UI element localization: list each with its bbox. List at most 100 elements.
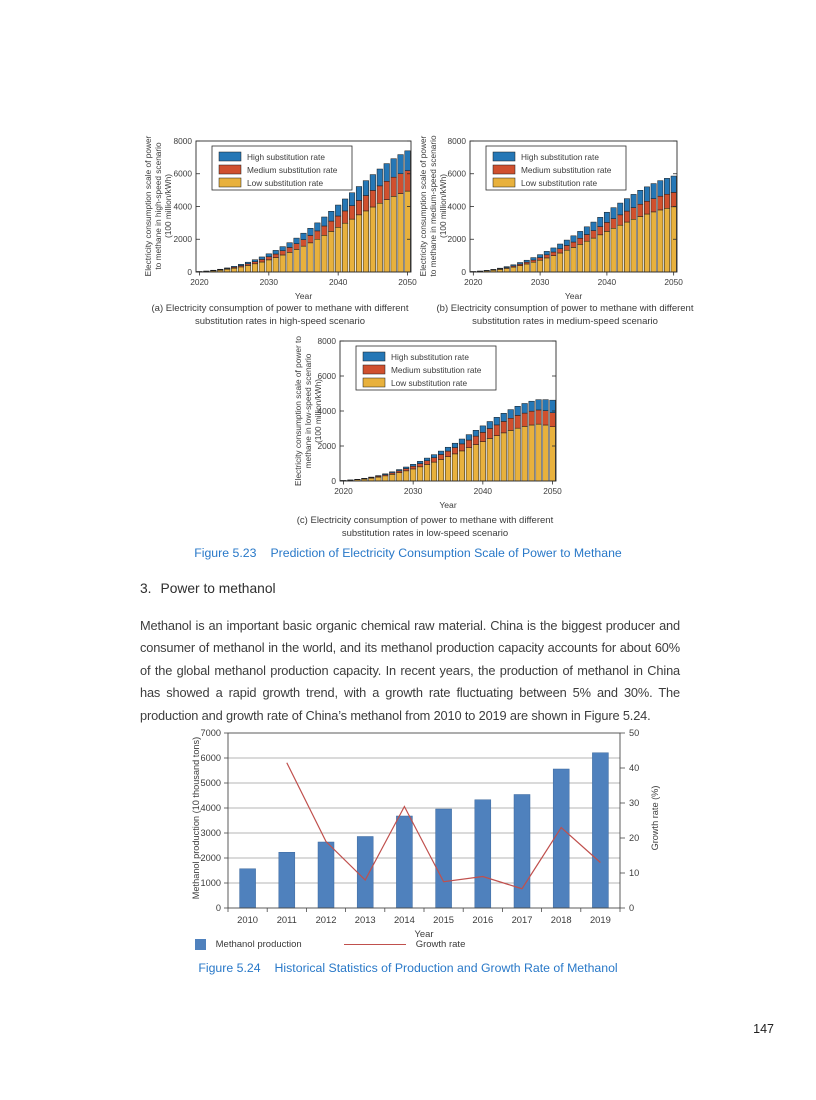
subcaption-b: (b) Electricity consumption of power to … [405,303,725,328]
legend-label-production: Methanol production [215,939,302,950]
svg-text:4000: 4000 [201,803,221,813]
figure-5-23-caption: Figure 5.23 Prediction of Electricity Con… [0,546,816,560]
bars-group [340,399,556,482]
svg-text:2017: 2017 [512,914,533,925]
svg-text:20: 20 [629,833,639,843]
svg-text:2014: 2014 [394,914,415,925]
axes: 0 2000 4000 6000 8000 2020 2030 2040 2050 Year [448,136,684,301]
svg-text:2040: 2040 [598,277,617,287]
svg-text:2000: 2000 [201,853,221,863]
svg-text:2011: 2011 [277,914,297,925]
svg-text:2000: 2000 [174,234,193,244]
svg-text:40: 40 [629,763,639,773]
svg-text:3000: 3000 [201,828,221,838]
svg-text:8000: 8000 [448,136,467,146]
svg-text:2030: 2030 [404,486,423,496]
svg-text:2040: 2040 [329,277,348,287]
svg-text:4000: 4000 [448,201,467,211]
section-heading: 3. Power to methanol [140,581,276,596]
chart-methane-medium-speed: Electricity consumption scale of power t… [405,115,725,345]
bars-group [239,752,609,909]
bar-swatch-icon [194,939,206,950]
svg-text:4000: 4000 [174,201,193,211]
svg-text:6000: 6000 [174,169,193,179]
svg-text:2010: 2010 [237,914,258,925]
svg-text:5000: 5000 [201,778,221,788]
chart-canvas-methanol: 0 1000 2000 3000 4000 5000 6000 7000 0 10 20 30 40 50… [201,728,640,939]
line-swatch-icon [343,944,406,945]
chart-canvas-high-speed: 0 2000 4000 6000 8000 2020 2030 2040 2050 Year Hig… [174,136,418,301]
subcaption-c-text: (c) Electricity consumption of power to … [296,515,554,539]
svg-text:Low substitution rate: Low substitution rate [521,178,597,188]
svg-text:7000: 7000 [201,728,221,738]
svg-text:2018: 2018 [551,914,572,925]
svg-text:High substitution rate: High substitution rate [247,152,325,162]
subcaption-c: (c) Electricity consumption of power to … [275,515,575,540]
svg-text:6000: 6000 [448,169,467,179]
subcaption-a: (a) Electricity consumption of power to … [130,303,430,328]
svg-text:Year: Year [415,928,434,939]
legend-item-growth-rate: Growth rate [343,939,466,950]
chart-legend: High substitution rate Medium substitutio… [355,345,497,391]
figure-5-23-title: Prediction of Electricity Consumption Sc… [270,546,622,560]
figure-5-24-label: Figure 5.24 [198,961,261,975]
combo-chart: 0 1000 2000 3000 4000 5000 6000 7000 0 10 20 30 40 50… [201,728,640,939]
growth-rate-line [286,762,601,890]
svg-text:2030: 2030 [531,277,550,287]
svg-text:2050: 2050 [398,277,417,287]
bars-group [470,175,677,273]
svg-text:2050: 2050 [664,277,683,287]
section-title: Power to methanol [160,581,276,596]
svg-text:Medium substitution rate: Medium substitution rate [391,365,482,375]
page-number: 147 [753,1022,774,1036]
chart-canvas-medium-speed: 0 2000 4000 6000 8000 2020 2030 2040 2050 Year Hig… [448,136,684,301]
svg-text:10: 10 [629,868,639,878]
svg-text:2000: 2000 [318,441,337,451]
chart-legend: High substitution rate Medium substitutio… [485,145,627,191]
chart-methane-high-speed: Electricity consumption scale of power t… [130,115,430,345]
svg-text:Medium substitution rate: Medium substitution rate [521,165,612,175]
svg-text:0: 0 [331,476,336,486]
axes: 0 2000 4000 6000 8000 2020 2030 2040 2050 Year [318,336,563,510]
figure-5-24-caption: Figure 5.24 Historical Statistics of Prod… [0,961,816,975]
svg-text:0: 0 [629,903,634,913]
svg-text:0: 0 [461,267,466,277]
svg-text:Year: Year [565,291,583,301]
svg-text:2020: 2020 [464,277,483,287]
svg-text:Year: Year [295,291,313,301]
svg-text:2030: 2030 [260,277,279,287]
svg-text:Low substitution rate: Low substitution rate [247,178,323,188]
svg-text:8000: 8000 [318,336,337,346]
svg-text:2012: 2012 [316,914,337,925]
svg-text:4000: 4000 [318,406,337,416]
svg-text:2050: 2050 [543,486,562,496]
figure-5-24-legend: Methanol production Growth rate [130,939,530,950]
chart-legend: High substitution rate Medium substitutio… [211,145,353,191]
svg-text:High substitution rate: High substitution rate [391,352,469,362]
svg-text:2016: 2016 [472,914,493,925]
chart-canvas-low-speed: 0 2000 4000 6000 8000 2020 2030 2040 2050 Year Hig… [318,336,563,510]
svg-text:2015: 2015 [433,914,454,925]
bars-group [196,150,411,273]
svg-text:Medium substitution rate: Medium substitution rate [247,165,338,175]
subcaption-b-text: (b) Electricity consumption of power to … [436,303,694,327]
svg-text:2013: 2013 [355,914,376,925]
svg-text:1000: 1000 [201,878,221,888]
svg-text:0: 0 [216,903,221,913]
svg-text:2020: 2020 [190,277,209,287]
svg-text:2000: 2000 [448,234,467,244]
svg-text:High substitution rate: High substitution rate [521,152,599,162]
svg-text:6000: 6000 [318,371,337,381]
legend-label-growth-rate: Growth rate [415,939,466,950]
figure-5-24-title: Historical Statistics of Production and … [274,961,618,975]
axes: 0 2000 4000 6000 8000 2020 2030 2040 2050 Year [174,136,418,301]
svg-text:6000: 6000 [201,753,221,763]
svg-text:Low substitution rate: Low substitution rate [391,378,467,388]
svg-text:50: 50 [629,728,639,738]
chart-methane-low-speed: Electricity consumption scale of power t… [275,335,575,555]
svg-text:8000: 8000 [174,136,193,146]
subcaption-a-text: (a) Electricity consumption of power to … [151,303,409,327]
chart-methanol-production: Methanol production (10 thousand tons) G… [150,720,680,960]
svg-text:30: 30 [629,798,639,808]
